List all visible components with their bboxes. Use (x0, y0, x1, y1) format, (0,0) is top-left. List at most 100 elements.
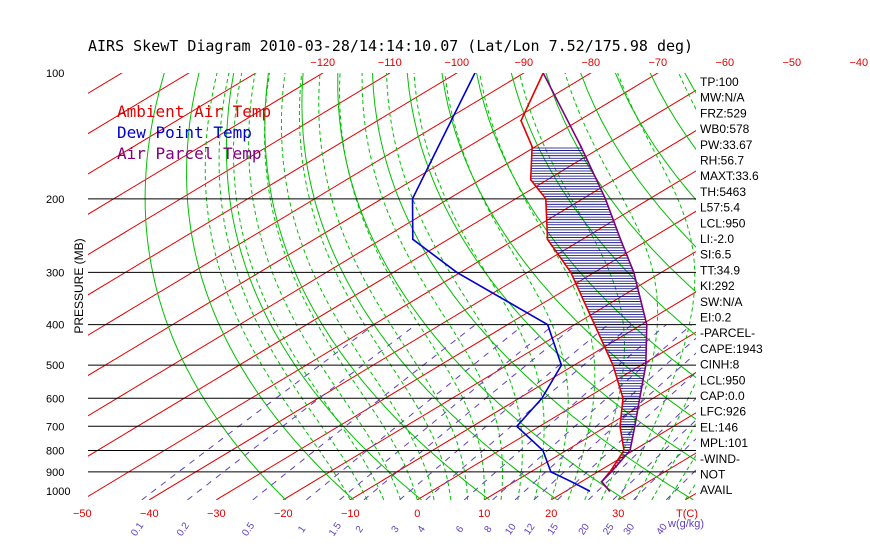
dry-adiabat (406, 73, 696, 461)
index-label: EI:0.2 (700, 311, 732, 325)
dewpoint-profile-point (570, 480, 573, 483)
legend-parcel: Air Parcel Temp (117, 144, 262, 163)
parcel-profile (542, 73, 648, 492)
ambient-profile-point (531, 145, 533, 148)
isotherm-line (283, 250, 696, 500)
mixing-ratio-line (187, 324, 417, 500)
mixing-ratio-line (252, 324, 476, 500)
ambient-profile-point (619, 425, 621, 428)
legend-ambient: Ambient Air Temp (117, 102, 271, 121)
mixing-ratio-line (339, 324, 555, 500)
pressure-tick-label: 300 (46, 267, 64, 279)
isotherm-line (0, 64, 3, 500)
parcel-profile-point (633, 271, 635, 274)
isotherm-line (149, 170, 696, 500)
bottom-temp-tick: −30 (207, 508, 226, 520)
moist-adiabat (479, 73, 596, 500)
moist-adiabat (248, 73, 401, 500)
isotherm-line (819, 64, 870, 500)
index-label: TT:34.9 (700, 263, 740, 277)
pressure-tick-label: 1000 (46, 486, 70, 498)
index-label: WB0:578 (700, 122, 750, 136)
parcel-profile-point (610, 471, 612, 473)
parcel-profile-point (645, 364, 647, 367)
temp-unit-label: T(C) (676, 508, 698, 520)
top-temp-tick: −80 (581, 57, 600, 69)
top-temp-tick: −50 (782, 57, 801, 69)
index-label: CAPE:1943 (700, 342, 763, 356)
isotherm-line (0, 64, 70, 500)
moist-adiabat (668, 454, 696, 500)
top-temp-tick: −120 (310, 57, 335, 69)
mixing-ratio-tick: 4 (416, 524, 428, 535)
dry-adiabat (301, 73, 558, 500)
mixing-ratio-line (363, 324, 577, 500)
pressure-tick-label: 100 (46, 68, 64, 80)
dry-adiabat (225, 73, 422, 500)
ambient-profile-point (529, 178, 532, 181)
parcel-profile-point (634, 425, 636, 428)
pressure-tick-label: 200 (46, 194, 64, 206)
ambient-profile-point (612, 364, 614, 367)
parcel-profile-point (629, 449, 631, 452)
dewpoint-profile-point (541, 397, 543, 400)
ambient-profile-point (546, 238, 549, 241)
bottom-temp-tick: 20 (545, 508, 557, 520)
legend-dewpoint: Dew Point Temp (117, 123, 252, 142)
dry-adiabat (476, 73, 696, 379)
isotherm-line (88, 73, 324, 215)
mixing-ratio-tick: 10 (503, 521, 519, 537)
ambient-profile-point (622, 397, 624, 400)
dewpoint-profile (411, 73, 590, 492)
index-label: LFC:926 (700, 405, 746, 419)
parcel-profile-point (608, 490, 611, 492)
dewpoint-profile-point (412, 238, 414, 241)
index-label: -WIND- (700, 452, 740, 466)
parcel-profile-point (646, 323, 648, 326)
mixing-ratio-line (612, 419, 696, 500)
mixing-ratio-line (588, 397, 696, 500)
ambient-profile-point (520, 119, 522, 122)
top-temp-tick: −70 (648, 57, 667, 69)
dry-adiabat (580, 73, 696, 248)
mixing-ratio-tick: 0.5 (240, 520, 257, 538)
index-label: CAP:0.0 (700, 389, 745, 403)
index-label: SI:6.5 (700, 248, 732, 262)
mixing-ratio-tick: 0.2 (175, 520, 192, 538)
mixing-ratio-tick: 30 (622, 521, 638, 537)
mixing-ratio-line (141, 324, 375, 500)
pressure-tick-label: 600 (46, 393, 64, 405)
parcel-profile-point (600, 480, 603, 483)
index-label: NOT (700, 468, 726, 482)
mixing-ratio-line (557, 371, 696, 500)
index-label: AVAIL (700, 483, 733, 497)
moist-adiabat (204, 73, 351, 500)
moist-adiabat (617, 73, 696, 500)
mixing-ratio-tick: 1 (296, 524, 308, 535)
index-label: KI:292 (700, 279, 735, 293)
mixing-ratio-line (533, 352, 696, 500)
mixing-ratio-unit-label: w(g/kg) (667, 518, 704, 530)
mixing-ratio-line (463, 324, 667, 500)
bottom-temp-tick: −40 (140, 508, 159, 520)
dewpoint-profile-point (542, 449, 544, 452)
bottom-temp-tick: 0 (414, 508, 420, 520)
mixing-ratio-tick: 20 (577, 521, 593, 537)
parcel-profile-point (619, 238, 622, 241)
moist-adiabat (233, 73, 385, 500)
moist-adiabat (298, 73, 452, 500)
pressure-tick-label: 800 (46, 445, 64, 457)
y-axis-label: PRESSURE (MB) (72, 238, 86, 333)
index-label: LCL:950 (700, 373, 746, 387)
dry-adiabat (649, 73, 696, 151)
index-label: MW:N/A (700, 91, 744, 105)
isotherm-line (88, 73, 458, 296)
mixing-ratio-tick: 25 (601, 521, 617, 537)
index-label: MAXT:33.6 (700, 169, 759, 183)
moist-adiabat (444, 73, 569, 500)
isotherm-line (88, 73, 592, 377)
isotherm-line (350, 291, 696, 500)
mixing-ratio-line (514, 337, 696, 500)
mixing-ratio-line (492, 324, 692, 500)
